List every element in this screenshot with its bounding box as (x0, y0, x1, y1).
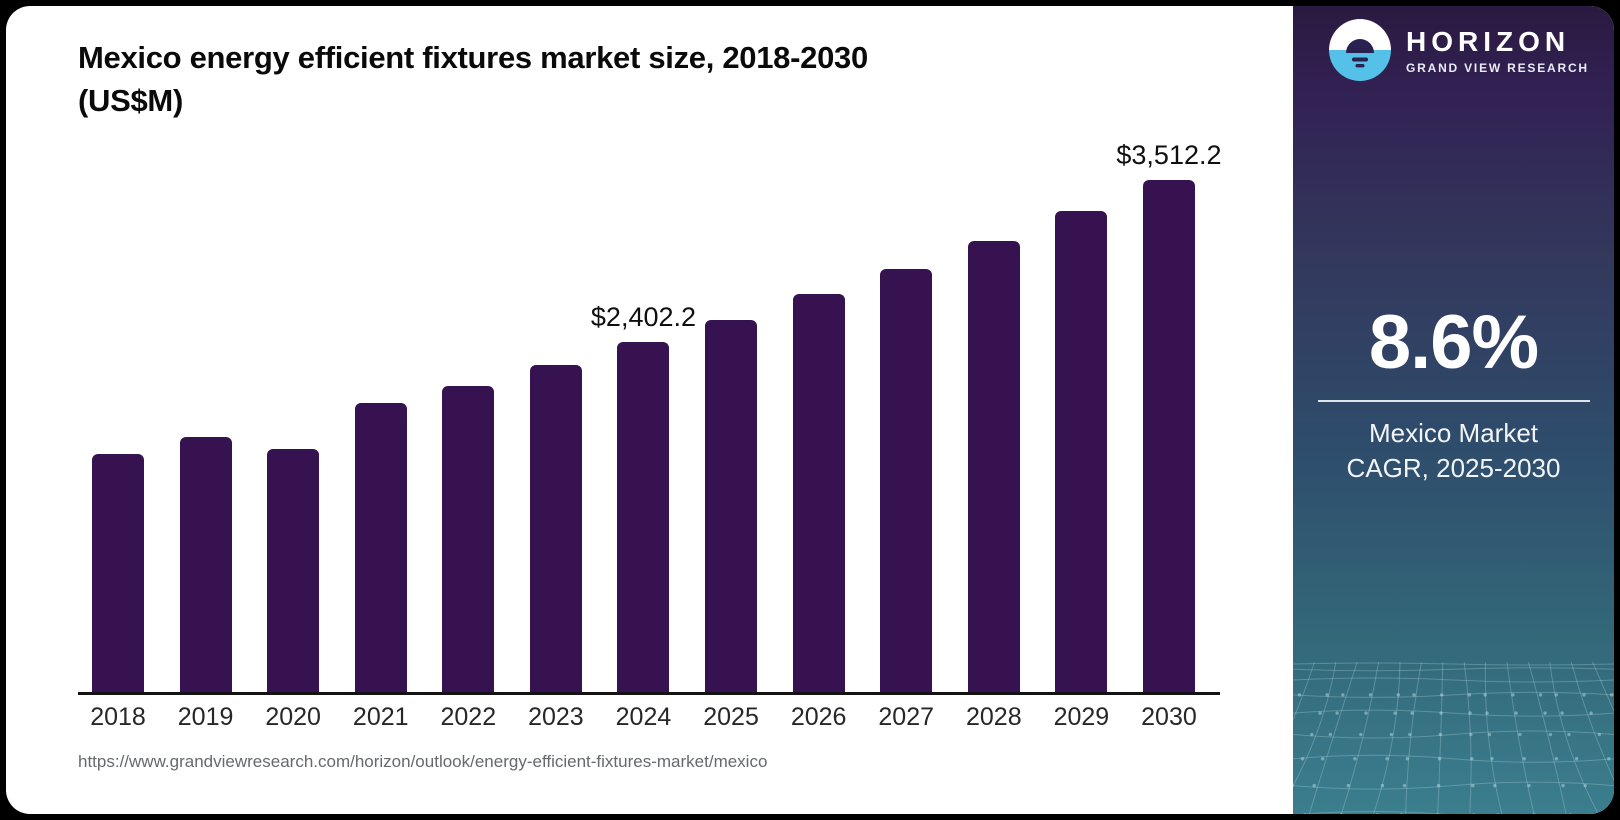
x-axis-labels: 2018 2019 2020 2021 2022 2023 2024 2025 2026 2027… (90, 703, 1212, 737)
x-tick-2026: 2026 (790, 703, 847, 731)
bar-rect-2021 (354, 403, 407, 694)
sidebar: HORIZON GRAND VIEW RESEARCH 8.6% Mexico … (1293, 6, 1614, 814)
bar-2026 (792, 294, 845, 694)
page-title-line1: Mexico energy efficient fixtures market … (78, 40, 868, 75)
cagr-value: 8.6% (1368, 300, 1539, 385)
bar-2023 (529, 365, 582, 694)
data-label-2024: $2,402.2 (590, 302, 697, 332)
cagr-label: Mexico Market CAGR, 2025-2030 (1293, 416, 1614, 486)
bar-rect-2018 (92, 454, 144, 694)
x-tick-2021: 2021 (352, 703, 409, 731)
cagr-label-line1: Mexico Market (1368, 418, 1539, 448)
bar-rect-2025 (705, 320, 758, 694)
horizon-sunrise-icon (1329, 19, 1391, 81)
cagr-label-line2: CAGR, 2025-2030 (1346, 453, 1561, 484)
bar-rect-2029 (1055, 211, 1108, 694)
x-tick-2029: 2029 (1053, 703, 1110, 731)
infographic-card: Mexico energy efficient fixtures market … (6, 6, 1614, 814)
bar-2029 (1055, 211, 1108, 694)
bar-2022 (442, 386, 495, 694)
bar-rect-2023 (529, 365, 582, 694)
bar-2024: $2,402.2 (591, 302, 696, 694)
bar-2020 (267, 449, 320, 694)
bar-2030: $3,512.2 (1116, 140, 1222, 694)
x-tick-2024: 2024 (615, 703, 672, 731)
logo-wordmark: HORIZON GRAND VIEW RESEARCH (1406, 26, 1589, 75)
x-tick-2019: 2019 (177, 703, 234, 731)
bar-rect-2022 (442, 386, 495, 694)
data-label-2030: $3,512.2 (1116, 140, 1222, 170)
x-tick-2018: 2018 (90, 703, 146, 731)
bar-rect-2024 (617, 342, 670, 694)
x-tick-2022: 2022 (440, 703, 497, 731)
x-tick-2020: 2020 (265, 703, 321, 731)
cagr-divider (1317, 400, 1590, 402)
page-title-line2: (US$M) (78, 83, 183, 119)
bar-rect-2027 (880, 269, 933, 694)
x-tick-2027: 2027 (878, 703, 935, 731)
page-title: Mexico energy efficient fixtures market … (78, 36, 1058, 123)
source-url: https://www.grandviewresearch.com/horizo… (78, 752, 768, 771)
bar-rect-2019 (179, 437, 232, 694)
x-axis-line (78, 692, 1220, 695)
horizon-logo: HORIZON GRAND VIEW RESEARCH (1328, 18, 1589, 82)
x-tick-2025: 2025 (703, 703, 759, 731)
x-tick-2023: 2023 (528, 703, 584, 731)
bar-rect-2026 (792, 294, 845, 694)
x-tick-2028: 2028 (965, 703, 1022, 731)
bar-2027 (880, 269, 933, 694)
bar-rect-2020 (267, 449, 320, 694)
bar-2021 (354, 403, 407, 694)
bar-2019 (179, 437, 232, 694)
x-tick-2030: 2030 (1141, 703, 1197, 731)
wireframe-mesh-decoration (1293, 661, 1614, 814)
brand-subtitle: GRAND VIEW RESEARCH (1406, 60, 1589, 75)
bar-rect-2028 (967, 241, 1020, 694)
bar-rect-2030 (1142, 180, 1195, 694)
bar-chart: $2,402.2 $3,512.2 (92, 140, 1222, 694)
bar-2025 (705, 320, 758, 694)
brand-name: HORIZON (1406, 25, 1571, 57)
bar-2028 (967, 241, 1020, 694)
cagr-block: 8.6% Mexico Market CAGR, 2025-2030 (1293, 299, 1614, 486)
bar-2018 (92, 454, 144, 694)
